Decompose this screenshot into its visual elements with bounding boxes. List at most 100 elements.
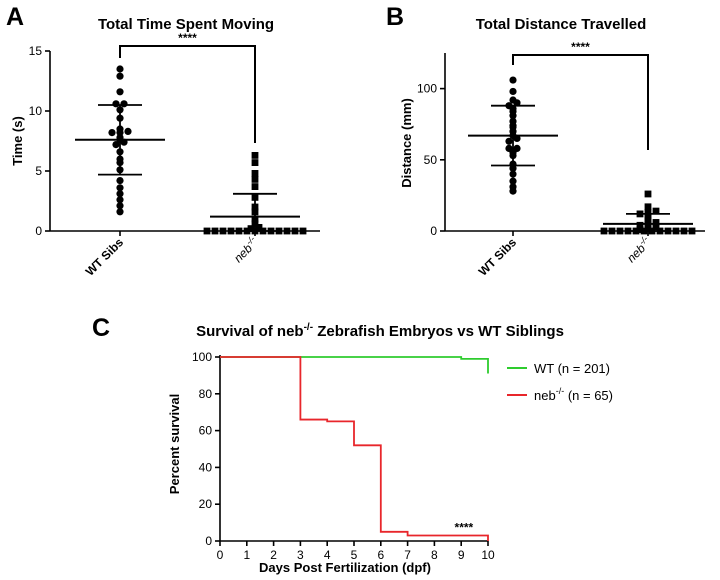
panel-c-ylabel: Percent survival xyxy=(167,394,182,494)
y-tick-label: 20 xyxy=(199,497,213,511)
data-point xyxy=(652,207,660,215)
data-point xyxy=(251,159,259,166)
significance-bracket xyxy=(512,54,649,150)
panel-a: A Total Time Spent Moving Time (s) 0 5 10 1… xyxy=(6,3,320,279)
data-point xyxy=(644,203,652,211)
data-point xyxy=(227,227,235,235)
data-point xyxy=(509,177,517,185)
significance-label: **** xyxy=(571,40,590,54)
data-point xyxy=(291,227,299,235)
data-point xyxy=(652,223,660,231)
x-tick-label: 8 xyxy=(431,548,438,562)
panel-b-ylabel: Distance (mm) xyxy=(399,98,414,188)
data-point xyxy=(652,219,660,226)
data-point xyxy=(672,227,680,235)
x-tick-label: 7 xyxy=(404,548,411,562)
data-point xyxy=(616,227,624,235)
data-point xyxy=(251,152,259,159)
x-tick-label: 10 xyxy=(481,548,495,562)
data-point xyxy=(509,76,517,84)
data-point xyxy=(644,190,652,198)
data-point xyxy=(112,141,120,149)
data-point xyxy=(513,134,521,143)
y-tick-label: 5 xyxy=(35,164,42,178)
panel-c: C Survival of neb-/- Zebrafish Embryos v… xyxy=(92,314,613,575)
data-point xyxy=(219,227,227,235)
data-point xyxy=(120,100,128,108)
x-tick-label: 4 xyxy=(324,548,331,562)
x-tick-label: 0 xyxy=(217,548,224,562)
data-point xyxy=(255,224,263,231)
y-tick-label: 50 xyxy=(424,153,438,167)
panel-a-letter: A xyxy=(6,3,24,31)
panel-a-title: Total Time Spent Moving xyxy=(98,16,274,33)
panel-c-xlabel: Days Post Fertilization (dpf) xyxy=(259,560,431,575)
data-point xyxy=(644,209,652,216)
data-point xyxy=(116,190,124,198)
data-point xyxy=(608,227,616,235)
panel-a-ylabel: Time (s) xyxy=(10,116,25,166)
y-tick-label: 10 xyxy=(29,104,43,118)
y-tick-label: 15 xyxy=(29,44,43,58)
x-tick-label: 6 xyxy=(377,548,384,562)
x-tick-label: 9 xyxy=(458,548,465,562)
data-point xyxy=(211,227,219,235)
data-point xyxy=(509,170,517,178)
data-point xyxy=(124,127,132,135)
data-point xyxy=(513,99,521,107)
data-point xyxy=(299,227,307,235)
data-point xyxy=(112,100,120,108)
data-point xyxy=(636,221,644,229)
panel-c-title-main: Survival of neb xyxy=(196,323,304,340)
survival-line xyxy=(220,356,489,541)
y-tick-label: 0 xyxy=(35,224,42,238)
data-point xyxy=(283,227,291,235)
data-point xyxy=(247,225,255,232)
y-tick-label: 60 xyxy=(199,424,213,438)
legend-label-rest: (n = 201) xyxy=(554,361,610,376)
y-tick-label: 0 xyxy=(205,534,212,548)
panel-a-plot: 0 5 10 15 WT Sibs neb-/- **** xyxy=(29,31,320,279)
data-point xyxy=(600,227,608,235)
data-point xyxy=(251,183,259,190)
data-point xyxy=(509,87,517,96)
data-point xyxy=(275,227,283,235)
y-tick-label: 80 xyxy=(199,387,213,401)
panel-b: B Total Distance Travelled Distance (mm)… xyxy=(386,3,705,279)
legend-label-sup: -/- xyxy=(556,386,565,396)
legend-label: WT (n = 201) xyxy=(534,361,610,376)
data-point xyxy=(251,170,259,177)
data-point xyxy=(116,88,124,96)
data-point xyxy=(116,196,124,204)
data-point xyxy=(116,208,124,216)
panel-c-title-sup: -/- xyxy=(304,322,313,333)
data-point xyxy=(509,164,517,172)
panel-c-legend: WT (n = 201) neb-/- (n = 65) xyxy=(507,361,613,403)
data-point xyxy=(116,65,124,73)
x-tick-label: 3 xyxy=(297,548,304,562)
category-main: WT Sibs xyxy=(83,235,127,279)
data-point xyxy=(680,227,688,235)
data-point xyxy=(251,176,259,183)
panel-c-title: Survival of neb-/- Zebrafish Embryos vs … xyxy=(196,322,564,340)
legend-label-main: WT xyxy=(534,361,554,376)
y-tick-label: 0 xyxy=(430,224,437,238)
legend-label-rest: (n = 65) xyxy=(564,388,613,403)
panel-c-title-rest: Zebrafish Embryos vs WT Siblings xyxy=(313,323,564,340)
panel-b-letter: B xyxy=(386,3,404,31)
panel-b-plot: 0 50 100 WT Sibs neb-/- **** xyxy=(417,40,705,279)
data-point xyxy=(509,187,517,195)
significance-label: **** xyxy=(178,31,197,45)
legend-label-main: neb xyxy=(534,388,556,403)
panel-b-title: Total Distance Travelled xyxy=(476,16,647,33)
panel-c-letter: C xyxy=(92,314,110,342)
data-point xyxy=(116,184,124,192)
x-category-label: WT Sibs xyxy=(83,235,127,279)
significance-label: **** xyxy=(455,520,474,534)
data-point xyxy=(108,129,116,137)
y-tick-label: 100 xyxy=(192,350,212,364)
y-tick-label: 40 xyxy=(199,460,213,474)
x-category-label: WT Sibs xyxy=(476,235,520,279)
data-point xyxy=(505,137,513,145)
